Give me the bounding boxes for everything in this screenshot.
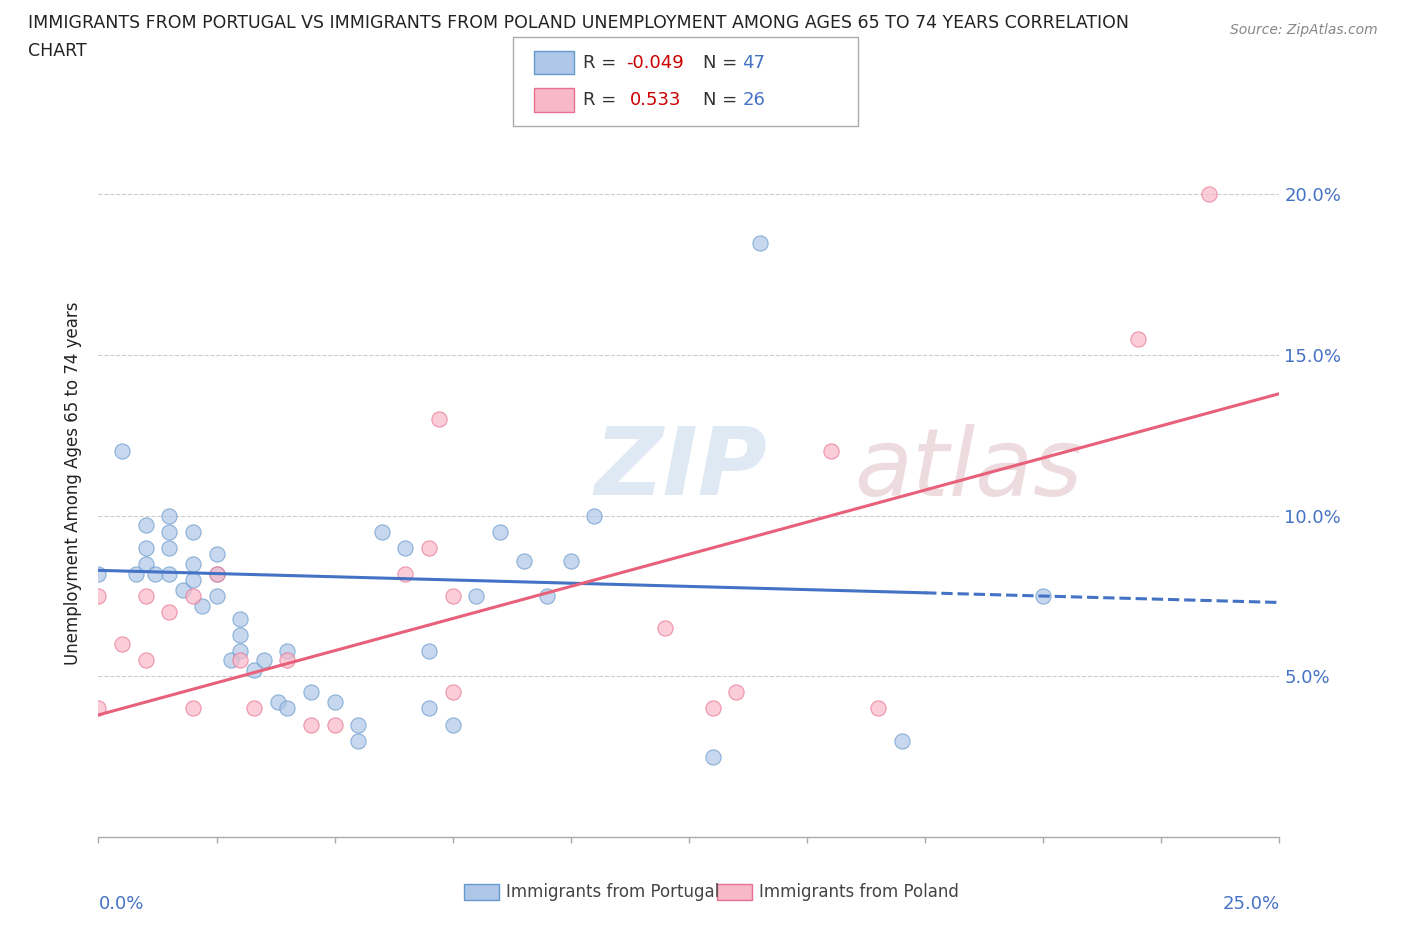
Point [654, 620, 676, 635]
Point [299, 685, 322, 700]
Text: CHART: CHART [28, 42, 87, 60]
Text: R =: R = [583, 54, 623, 72]
Point [181, 525, 204, 539]
Point [181, 573, 204, 588]
Point [135, 540, 157, 555]
Point [135, 556, 157, 571]
Text: 0.533: 0.533 [630, 91, 682, 109]
Point [205, 589, 228, 604]
Point [229, 611, 252, 626]
Point [267, 695, 290, 710]
Point [394, 566, 416, 581]
Point [441, 685, 464, 700]
Point [1126, 332, 1149, 347]
Text: 26: 26 [742, 91, 765, 109]
Point [702, 750, 724, 764]
Point [87, 701, 110, 716]
Text: 0.0%: 0.0% [98, 895, 143, 913]
Point [125, 566, 148, 581]
Point [111, 444, 134, 458]
Text: atlas: atlas [855, 424, 1083, 515]
Point [229, 653, 252, 668]
Point [418, 701, 440, 716]
Point [512, 553, 534, 568]
Text: 25.0%: 25.0% [1222, 895, 1279, 913]
Point [135, 589, 157, 604]
Point [143, 566, 166, 581]
Point [135, 518, 157, 533]
Point [583, 509, 606, 524]
Point [181, 701, 204, 716]
Point [427, 412, 450, 427]
Point [157, 540, 180, 555]
Point [87, 566, 110, 581]
Text: ZIP: ZIP [595, 423, 768, 515]
Point [87, 589, 110, 604]
Point [243, 662, 266, 677]
Point [181, 589, 204, 604]
Point [866, 701, 889, 716]
Point [172, 582, 194, 597]
Point [820, 444, 842, 458]
Text: -0.049: -0.049 [626, 54, 683, 72]
Text: Source: ZipAtlas.com: Source: ZipAtlas.com [1230, 23, 1378, 37]
Point [181, 556, 204, 571]
Text: IMMIGRANTS FROM PORTUGAL VS IMMIGRANTS FROM POLAND UNEMPLOYMENT AMONG AGES 65 TO: IMMIGRANTS FROM PORTUGAL VS IMMIGRANTS F… [28, 14, 1129, 32]
Point [205, 566, 228, 581]
Point [276, 644, 298, 658]
Point [111, 637, 134, 652]
Point [323, 695, 346, 710]
Point [347, 733, 370, 748]
Text: Immigrants from Portugal: Immigrants from Portugal [506, 883, 720, 901]
Point [702, 701, 724, 716]
Text: R =: R = [583, 91, 623, 109]
Text: N =: N = [703, 54, 742, 72]
Point [135, 653, 157, 668]
Point [157, 509, 180, 524]
Point [394, 540, 416, 555]
Text: N =: N = [703, 91, 742, 109]
Point [441, 717, 464, 732]
Point [347, 717, 370, 732]
Point [157, 604, 180, 619]
Point [323, 717, 346, 732]
Point [1032, 589, 1054, 604]
Text: Immigrants from Poland: Immigrants from Poland [759, 883, 959, 901]
Point [243, 701, 266, 716]
Point [418, 644, 440, 658]
Point [371, 525, 394, 539]
Point [1198, 187, 1220, 202]
Point [157, 525, 180, 539]
Point [229, 627, 252, 642]
Point [418, 540, 440, 555]
Point [725, 685, 748, 700]
Point [205, 566, 228, 581]
Point [276, 653, 298, 668]
Point [489, 525, 512, 539]
Point [748, 235, 770, 250]
Text: 47: 47 [742, 54, 765, 72]
Point [219, 653, 242, 668]
Point [157, 566, 180, 581]
Point [229, 644, 252, 658]
Point [890, 733, 912, 748]
Point [191, 598, 214, 613]
Point [299, 717, 322, 732]
Point [536, 589, 558, 604]
Point [253, 653, 276, 668]
Point [205, 547, 228, 562]
Point [560, 553, 582, 568]
Point [441, 589, 464, 604]
Y-axis label: Unemployment Among Ages 65 to 74 years: Unemployment Among Ages 65 to 74 years [65, 302, 83, 665]
Point [465, 589, 488, 604]
Point [276, 701, 298, 716]
